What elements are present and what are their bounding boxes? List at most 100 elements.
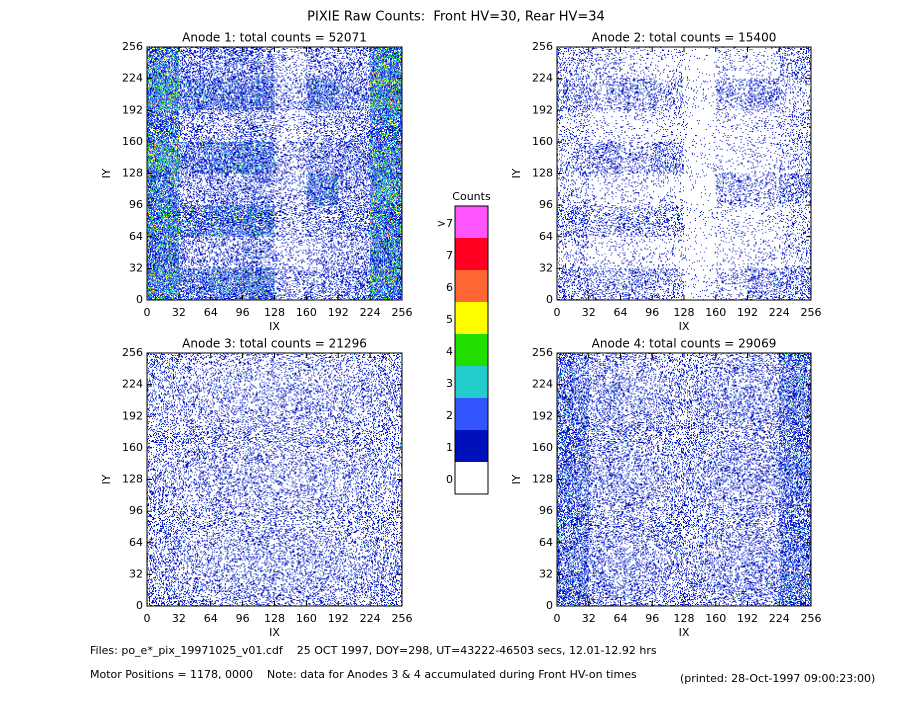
heat-cell xyxy=(242,447,275,480)
heat-dots xyxy=(370,269,402,300)
heat-dots xyxy=(243,577,254,603)
heat-dots xyxy=(747,78,780,111)
heat-dots xyxy=(620,236,653,269)
heat-cell xyxy=(147,542,179,575)
heat-dots xyxy=(338,236,371,269)
heat-dots xyxy=(338,205,371,237)
y-tick-label: 160 xyxy=(122,441,143,454)
colorbar-label: >7 xyxy=(437,217,453,230)
heat-dots xyxy=(242,542,275,575)
heat-dots xyxy=(224,101,226,103)
heat-cell xyxy=(306,542,339,575)
heat-dots xyxy=(725,518,727,520)
heat-dots xyxy=(242,447,275,480)
x-tick-label: 0 xyxy=(554,612,561,625)
heat-dots xyxy=(716,479,748,512)
heat-dots xyxy=(723,76,725,78)
heat-cell xyxy=(652,47,684,79)
heat-dots xyxy=(791,129,793,131)
heat-dots xyxy=(640,86,643,96)
heat-cell xyxy=(684,353,716,385)
heat-cell xyxy=(715,110,748,142)
heat-dots xyxy=(629,270,631,272)
heat-cell xyxy=(557,268,589,300)
heat-dots xyxy=(147,574,179,606)
x-tick-label: 160 xyxy=(705,612,726,625)
heat-dots xyxy=(339,447,369,480)
heat-dots xyxy=(293,427,295,429)
heat-cell xyxy=(338,236,371,269)
heat-dots xyxy=(160,267,162,269)
heat-dots xyxy=(147,236,179,269)
heat-dots xyxy=(747,416,780,448)
heat-cell xyxy=(779,447,811,480)
heat-dots xyxy=(178,236,211,269)
colorbar-label: 4 xyxy=(446,345,453,358)
heat-dots xyxy=(779,542,811,575)
heat-cell xyxy=(747,236,779,269)
heat-dots xyxy=(274,542,307,573)
heat-dots xyxy=(346,406,355,413)
heat-dots xyxy=(210,479,243,512)
heat-cell xyxy=(588,141,621,174)
heat-cell xyxy=(620,205,653,237)
heat-dots xyxy=(620,141,653,174)
color-box xyxy=(455,462,488,494)
heat-dots xyxy=(735,594,737,596)
heat-cell xyxy=(338,511,371,543)
heat-cell xyxy=(210,173,243,206)
heat-dots xyxy=(652,47,684,79)
heat-dots xyxy=(652,141,684,174)
heat-cell xyxy=(274,574,307,606)
heat-cell xyxy=(747,479,780,512)
heat-cell xyxy=(557,511,589,543)
heat-dots xyxy=(338,416,369,448)
heat-cell xyxy=(620,268,653,300)
x-tick-label: 96 xyxy=(645,306,659,319)
heat-cell xyxy=(715,78,748,111)
heat-dots xyxy=(615,365,619,370)
heat-cell xyxy=(588,416,621,448)
heat-cell xyxy=(210,384,243,417)
heat-dots xyxy=(370,80,401,110)
y-tick-label: 160 xyxy=(532,135,553,148)
panel-title: Anode 1: total counts = 52071 xyxy=(182,31,367,45)
heat-dots xyxy=(779,236,811,269)
heat-dots xyxy=(780,384,811,417)
heat-dots xyxy=(370,205,402,237)
heat-dots xyxy=(652,511,684,542)
heat-cell xyxy=(715,479,748,512)
heat-dots xyxy=(557,110,589,142)
heat-dots xyxy=(371,180,400,202)
heat-cell xyxy=(370,173,402,206)
heat-cell xyxy=(620,141,653,174)
x-tick-label: 160 xyxy=(296,612,317,625)
heat-dots xyxy=(620,513,652,543)
heat-cell xyxy=(715,447,748,480)
heat-dots xyxy=(370,236,402,269)
heat-dots xyxy=(212,595,235,600)
heat-dots xyxy=(314,86,316,88)
heat-dots xyxy=(747,173,780,206)
heat-cell xyxy=(557,416,589,448)
heat-dots xyxy=(681,259,683,261)
heat-dots xyxy=(715,542,747,575)
heat-dots xyxy=(684,353,716,385)
heat-dots xyxy=(557,47,589,79)
heat-cell xyxy=(178,268,211,300)
heat-cell xyxy=(147,384,179,417)
heat-cell xyxy=(715,574,748,606)
heat-dots xyxy=(212,168,214,170)
heat-dots xyxy=(309,147,338,173)
y-tick-label: 160 xyxy=(532,441,553,454)
heat-cell xyxy=(779,78,811,111)
heat-dots xyxy=(298,431,300,433)
heat-dots xyxy=(148,78,179,111)
heat-dots xyxy=(178,78,211,111)
heat-dots xyxy=(274,479,307,512)
heat-dots xyxy=(147,173,179,206)
heat-dots xyxy=(589,236,621,269)
heat-dots xyxy=(809,153,811,155)
heat-dots xyxy=(684,47,715,79)
heat-dots xyxy=(607,486,609,488)
